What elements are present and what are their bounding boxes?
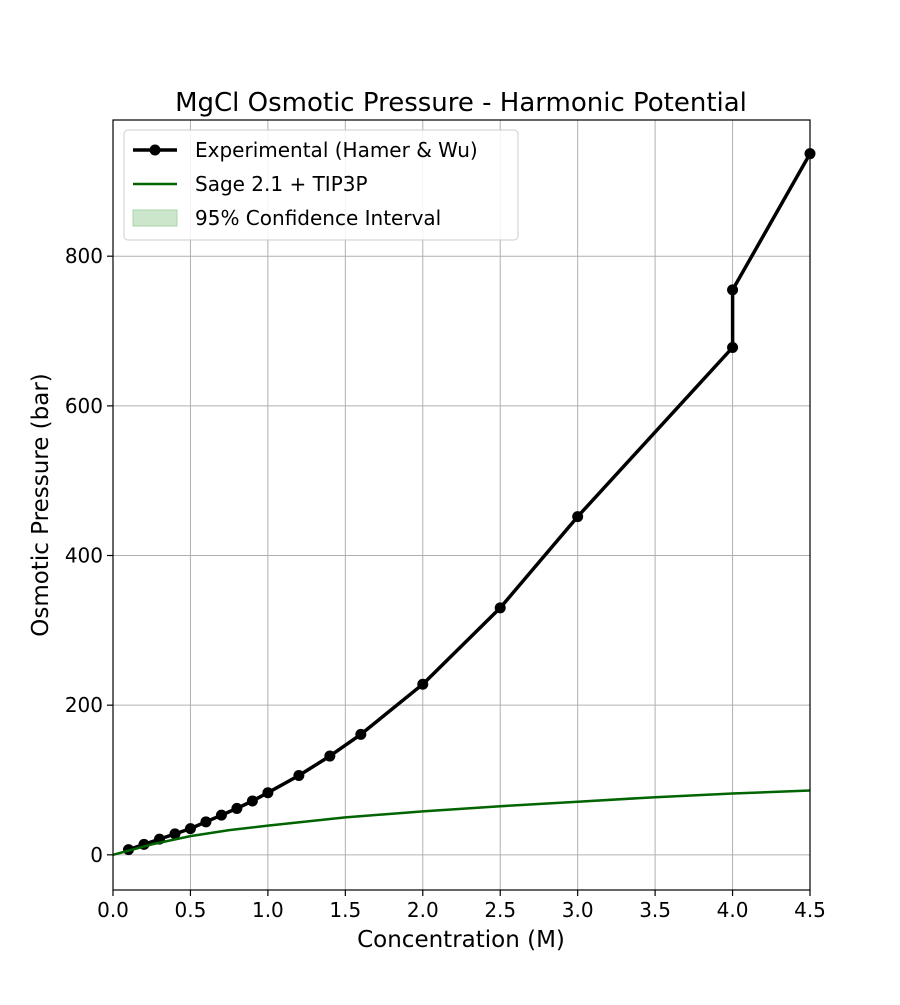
legend-box	[123, 129, 519, 241]
data-point	[494, 602, 506, 614]
series-lines	[113, 148, 816, 857]
legend-swatch-confidence	[132, 209, 178, 227]
chart-title: MgCl Osmotic Pressure - Harmonic Potenti…	[175, 88, 747, 118]
data-point	[293, 770, 305, 782]
data-point	[200, 816, 212, 828]
x-tick-label: 4.0	[717, 898, 749, 922]
data-point	[727, 284, 739, 296]
x-tick-label: 0.0	[97, 898, 129, 922]
x-tick-label: 1.0	[252, 898, 284, 922]
data-point	[246, 795, 258, 807]
data-point	[417, 678, 429, 690]
x-tick-label: 4.5	[794, 898, 826, 922]
legend-label: 95% Confidence Interval	[195, 206, 441, 230]
data-point	[169, 828, 181, 840]
y-tick-label: 600	[65, 394, 103, 418]
data-point	[215, 809, 227, 821]
y-tick-label: 800	[65, 244, 103, 268]
series-line-1	[113, 789, 810, 857]
y-tick-label: 0	[90, 843, 103, 867]
data-point	[324, 750, 336, 762]
y-axis-label: Osmotic Pressure (bar)	[28, 373, 54, 637]
x-tick-label: 3.5	[639, 898, 671, 922]
x-tick-label: 2.5	[484, 898, 516, 922]
data-point	[355, 728, 367, 740]
y-tick-label: 200	[65, 693, 103, 717]
legend: Experimental (Hamer & Wu) Sage 2.1 + TIP3…	[123, 129, 519, 241]
data-point	[231, 802, 243, 814]
legend-label: Experimental (Hamer & Wu)	[195, 138, 478, 162]
x-tick-label: 1.5	[329, 898, 361, 922]
plot-frame	[112, 119, 811, 891]
data-point	[262, 787, 274, 799]
x-axis-label: Concentration (M)	[357, 927, 565, 953]
data-point	[727, 341, 739, 353]
data-point	[572, 511, 584, 523]
legend-label: Sage 2.1 + TIP3P	[195, 172, 368, 196]
data-point	[184, 823, 196, 835]
y-tick-label: 400	[65, 544, 103, 568]
series-line-0	[126, 151, 810, 852]
x-tick-label: 2.0	[407, 898, 439, 922]
axis-ticks: 0.0 0.5 1.0 1.5 2.0 2.5 3.0 3.5 4.0 4.5 0 200 400 600…	[65, 244, 826, 922]
legend-marker-experimental	[149, 144, 161, 156]
x-tick-label: 3.0	[562, 898, 594, 922]
x-tick-label: 0.5	[175, 898, 207, 922]
grid-lines	[112, 120, 811, 890]
